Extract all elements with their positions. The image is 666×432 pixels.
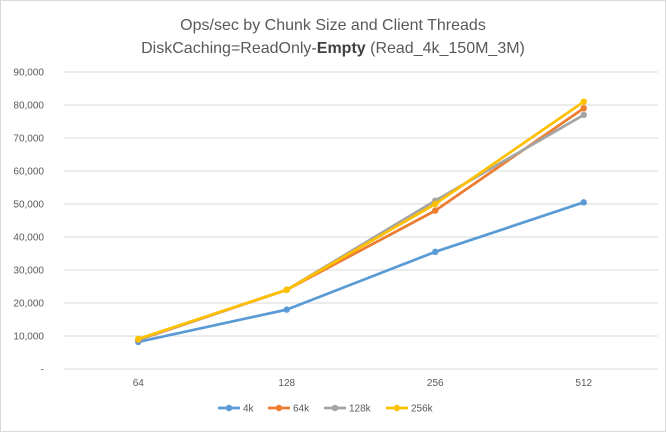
- y-tick-label: 40,000: [13, 233, 44, 244]
- data-point: [283, 306, 290, 313]
- series-lines: [135, 98, 587, 346]
- x-axis-ticks: 64 128 256 512: [133, 378, 593, 389]
- legend-item-64k: 64k: [268, 404, 310, 415]
- series-line-256k: [136, 100, 586, 341]
- y-tick-label: 20,000: [13, 299, 44, 310]
- data-point: [580, 199, 587, 206]
- chart-title-line2: DiskCaching=ReadOnly-Empty (Read_4k_150M…: [141, 40, 525, 57]
- legend: 4k 64k 128k 256k: [218, 404, 434, 415]
- y-tick-label: -: [41, 365, 44, 376]
- data-point: [283, 286, 290, 293]
- series-256k: [135, 98, 587, 343]
- legend-label: 256k: [411, 404, 434, 415]
- data-point: [432, 207, 439, 214]
- legend-item-4k: 4k: [218, 404, 255, 415]
- legend-swatch-marker: [225, 404, 233, 412]
- chart-title-prefix: DiskCaching=ReadOnly-: [141, 40, 317, 57]
- y-tick-label: 60,000: [13, 167, 44, 178]
- x-tick-label: 128: [278, 378, 295, 389]
- y-tick-label: 80,000: [13, 101, 44, 112]
- chart-title-bold: Empty: [317, 40, 366, 57]
- legend-label: 128k: [349, 404, 372, 415]
- chart-title-line1: Ops/sec by Chunk Size and Client Threads: [180, 17, 486, 34]
- legend-item-128k: 128k: [324, 404, 372, 415]
- x-tick-label: 512: [575, 378, 592, 389]
- legend-swatch-marker: [393, 404, 401, 412]
- legend-label: 64k: [293, 404, 310, 415]
- data-point: [580, 98, 587, 105]
- data-point: [135, 335, 142, 343]
- y-tick-label: 90,000: [13, 68, 44, 79]
- data-point: [432, 248, 439, 256]
- legend-swatch-marker: [331, 404, 339, 412]
- data-point: [580, 105, 587, 112]
- x-tick-label: 256: [427, 378, 444, 389]
- x-tick-label: 64: [133, 378, 145, 389]
- legend-swatch-marker: [275, 404, 283, 412]
- legend-label: 4k: [243, 404, 255, 415]
- series-line-4k: [136, 200, 586, 344]
- y-tick-label: 10,000: [13, 332, 44, 343]
- y-axis-ticks: - 10,000 20,000 30,000 40,000 50,000 60,000 70,…: [13, 68, 44, 376]
- chart-title-suffix: (Read_4k_150M_3M): [366, 40, 525, 57]
- y-tick-label: 30,000: [13, 266, 44, 277]
- legend-item-256k: 256k: [386, 404, 434, 415]
- data-point: [580, 111, 587, 119]
- data-point: [432, 200, 439, 208]
- y-tick-label: 50,000: [13, 200, 44, 211]
- y-tick-label: 70,000: [13, 134, 44, 145]
